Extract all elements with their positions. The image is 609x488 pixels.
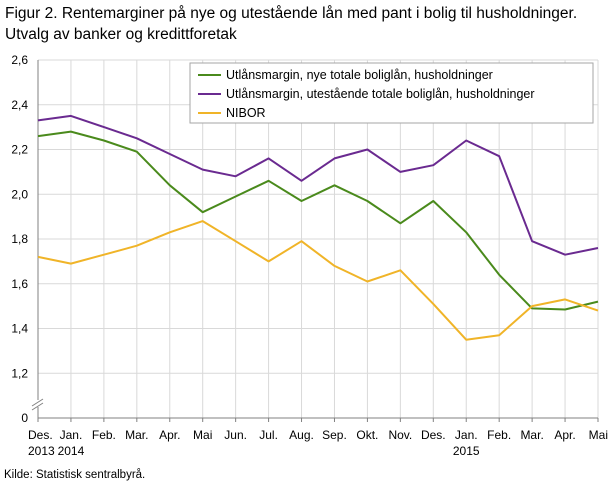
chart-title-line-2: Utvalg av banker og kredittforetak <box>5 26 237 43</box>
y-tick-label: 1,4 <box>11 322 28 336</box>
x-tick-label: Jan. <box>60 428 83 442</box>
x-tick-label: Feb. <box>92 428 116 442</box>
x-tick-label: Mar. <box>520 428 543 442</box>
series-layer <box>37 114 599 341</box>
x-tick-label: Sep. <box>322 428 347 442</box>
legend-label: Utlånsmargin, nye totale boliglån, husho… <box>226 68 493 82</box>
legend-label: Utlånsmargin, utestående totale boliglån… <box>226 87 535 101</box>
axis-layer: 0 1,2 1,4 1,6 1,8 2,0 2,2 2,4 2,6 Des. Jan. Feb. Mar… <box>11 53 608 458</box>
x-tick-label: Mai <box>193 428 212 442</box>
series-line <box>37 130 599 311</box>
chart-title: Figur 2. Rentemarginer på nye og uteståe… <box>5 3 605 45</box>
x-tick-label: Mai <box>589 428 608 442</box>
axis-break-mark <box>31 402 44 411</box>
x-tick-label: Jan. <box>455 428 478 442</box>
x-tick-label: Apr. <box>159 428 180 442</box>
legend: Utlånsmargin, nye totale boliglån, husho… <box>189 62 594 124</box>
x-tick-label: Aug. <box>289 428 314 442</box>
x-year-label: 2015 <box>453 444 480 458</box>
source-note: Kilde: Statistisk sentralbyrå. <box>4 469 146 481</box>
axis-break-gap <box>32 400 44 407</box>
y-tick-label: 2,6 <box>11 53 28 67</box>
axis-break-mark <box>31 398 44 407</box>
x-tick-label: Jun. <box>224 428 247 442</box>
legend-label: NIBOR <box>226 106 266 120</box>
y-tick-label: 1,2 <box>11 366 28 380</box>
y-tick-label: 0 <box>21 411 28 425</box>
x-tick-label: Des. <box>28 428 53 442</box>
x-tick-label: Apr. <box>554 428 575 442</box>
x-tick-label: Nov. <box>388 428 412 442</box>
y-tick-label: 2,4 <box>11 98 28 112</box>
series-line <box>37 220 599 341</box>
x-tick-label: Des. <box>421 428 446 442</box>
chart-title-line-1: Figur 2. Rentemarginer på nye og uteståe… <box>5 5 578 22</box>
y-tick-label: 1,6 <box>11 277 28 291</box>
x-tick-label: Mar. <box>125 428 148 442</box>
x-tick-label: Jul. <box>259 428 278 442</box>
series-line <box>37 114 599 256</box>
y-tick-label: 2,2 <box>11 143 28 157</box>
x-year-label: 2013 <box>28 444 55 458</box>
y-tick-label: 1,8 <box>11 232 28 246</box>
y-tick-label: 2,0 <box>11 187 28 201</box>
x-tick-label: Okt. <box>356 428 378 442</box>
x-tick-label: Feb. <box>487 428 511 442</box>
legend-box <box>189 62 594 124</box>
x-year-label: 2014 <box>58 444 85 458</box>
